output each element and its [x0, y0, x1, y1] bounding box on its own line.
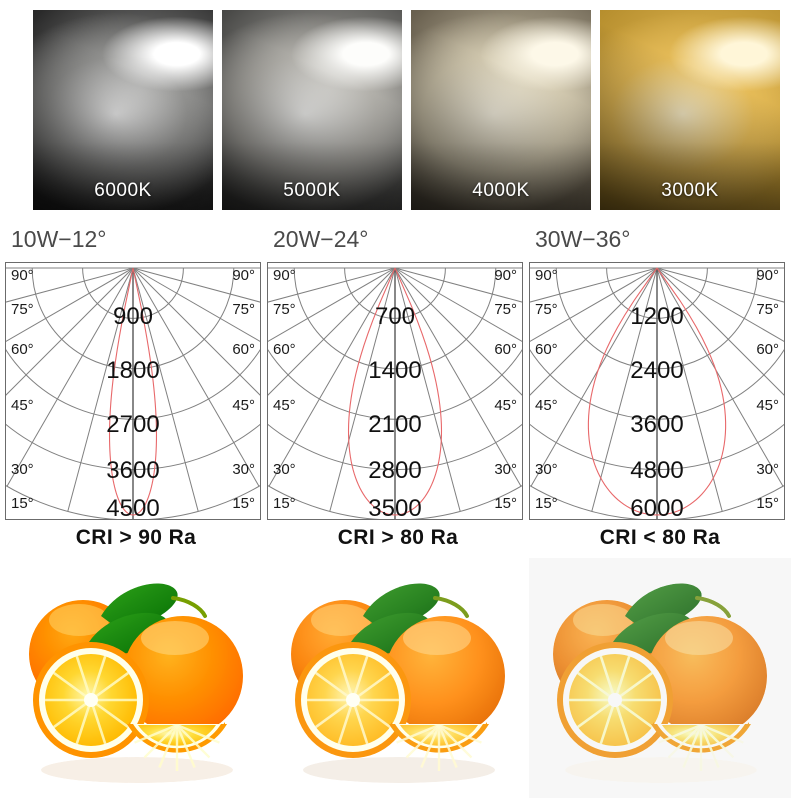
cri-label-90: CRI > 90 Ra [75, 526, 197, 549]
intensity-ring-label: 1400 [368, 357, 421, 384]
angle-tick-label-right: 15° [494, 495, 517, 512]
polar-grid-svg: 90° 90° 75° 75° 60° 60° 45° 45° 30° 30° 15° 15° 700 1… [267, 262, 523, 520]
angle-tick-label-left: 60° [11, 341, 34, 358]
angle-tick-label-right: 75° [232, 301, 255, 318]
angle-tick-label-left: 15° [273, 495, 296, 512]
cct-panel-3000k: 3000K [600, 10, 780, 210]
polar-chart-title: 20W−24° [273, 226, 369, 252]
cct-value-label: 4000K [472, 180, 530, 201]
orange-photo-low-cri [529, 558, 791, 798]
angle-tick-label-right: 60° [494, 341, 517, 358]
angle-tick-label-left: 90° [273, 267, 296, 284]
polar-chart-title: 30W−36° [535, 226, 631, 252]
orange-photo-mid-cri [267, 558, 529, 798]
intensity-ring-label: 3600 [106, 457, 159, 484]
polar-chart-title: 10W−12° [11, 226, 107, 252]
intensity-ring-label: 2100 [368, 411, 421, 438]
orange-half-cut [33, 642, 149, 758]
angle-tick-label-left: 45° [273, 397, 296, 414]
orange-illustration [267, 558, 529, 798]
intensity-ring-label: 700 [375, 303, 415, 330]
angle-tick-label-right: 90° [232, 267, 255, 284]
beam-falloff-shadow [33, 10, 213, 210]
beam-falloff-shadow [411, 10, 591, 210]
intensity-ring-label: 2800 [368, 457, 421, 484]
angle-tick-label-left: 30° [273, 461, 296, 478]
orange-photo-row [0, 558, 800, 800]
angle-tick-label-left: 60° [535, 341, 558, 358]
angle-tick-label-left: 45° [11, 397, 34, 414]
cct-value-label: 3000K [661, 180, 719, 201]
angle-tick-label-right: 75° [756, 301, 779, 318]
polar-chart-10w: 10W−12° 90° 90° 75° 75° 60° 60° 45° 45° 30° 30° 15°… [5, 226, 267, 522]
intensity-ring-label: 1800 [106, 357, 159, 384]
angle-tick-label-right: 45° [756, 397, 779, 414]
orange-wedge [389, 722, 489, 771]
polar-chart-20w: 20W−24° 90° 90° 75° 75° 60° 60° 45° 45° 30° 30° 15°… [267, 226, 529, 522]
cri-label-under-80: CRI < 80 Ra [599, 526, 721, 549]
intensity-ring-label: 4500 [106, 495, 159, 520]
orange-wedge [651, 722, 751, 771]
drop-shadow [565, 757, 757, 783]
angle-tick-label-right: 90° [494, 267, 517, 284]
angle-tick-label-left: 90° [535, 267, 558, 284]
cct-value-label: 6000K [94, 180, 152, 201]
cri-label-80: CRI > 80 Ra [337, 526, 459, 549]
angle-tick-label-left: 75° [11, 301, 34, 318]
color-temperature-row: 6000K 5000K 4000K 3000K [0, 0, 800, 218]
cct-panel-5000k: 5000K [222, 10, 402, 210]
polar-chart-30w: 30W−36° 90° 90° 75° 75° 60° 60° 45° 45° 30° 30° 15°… [529, 226, 791, 522]
angle-tick-label-right: 30° [232, 461, 255, 478]
angle-tick-label-right: 60° [232, 341, 255, 358]
orange-wedge [127, 722, 227, 771]
angle-tick-label-left: 75° [535, 301, 558, 318]
orange-photo-high-cri [5, 558, 267, 798]
angle-tick-label-left: 15° [11, 495, 34, 512]
intensity-ring-label: 6000 [630, 495, 683, 520]
orange-half-cut [295, 642, 411, 758]
intensity-ring-label: 3500 [368, 495, 421, 520]
orange-illustration [5, 558, 267, 798]
angle-tick-label-right: 30° [756, 461, 779, 478]
angle-tick-label-right: 45° [494, 397, 517, 414]
angle-tick-label-left: 15° [535, 495, 558, 512]
angle-tick-label-left: 30° [11, 461, 34, 478]
intensity-ring-label: 2700 [106, 411, 159, 438]
angle-tick-label-left: 75° [273, 301, 296, 318]
angle-tick-label-right: 45° [232, 397, 255, 414]
beam-falloff-shadow [600, 10, 780, 210]
cri-caption-row: CRI > 90 Ra CRI > 80 Ra CRI < 80 Ra [0, 526, 800, 558]
angle-tick-label-right: 15° [232, 495, 255, 512]
drop-shadow [41, 757, 233, 783]
intensity-ring-label: 2400 [630, 357, 683, 384]
angle-tick-label-right: 60° [756, 341, 779, 358]
cct-panel-6000k: 6000K [33, 10, 213, 210]
angle-tick-label-left: 45° [535, 397, 558, 414]
intensity-ring-label: 4800 [630, 457, 683, 484]
polar-grid-svg: 90° 90° 75° 75° 60° 60° 45° 45° 30° 30° 15° 15° 900 1… [5, 262, 261, 520]
intensity-ring-label: 1200 [630, 303, 683, 330]
intensity-ring-label: 900 [113, 303, 153, 330]
cct-panel-4000k: 4000K [411, 10, 591, 210]
angle-tick-label-right: 15° [756, 495, 779, 512]
drop-shadow [303, 757, 495, 783]
orange-half-cut [557, 642, 673, 758]
angle-tick-label-left: 30° [535, 461, 558, 478]
angle-tick-label-left: 60° [273, 341, 296, 358]
polar-diagram-row: 10W−12° 90° 90° 75° 75° 60° 60° 45° 45° 30° 30° 15°… [0, 226, 800, 524]
cct-value-label: 5000K [283, 180, 341, 201]
angle-tick-label-right: 30° [494, 461, 517, 478]
polar-grid-svg: 90° 90° 75° 75° 60° 60° 45° 45° 30° 30° 15° 15° 1200… [529, 262, 785, 520]
orange-illustration [529, 558, 791, 798]
angle-tick-label-left: 90° [11, 267, 34, 284]
intensity-ring-label: 3600 [630, 411, 683, 438]
angle-tick-label-right: 90° [756, 267, 779, 284]
beam-falloff-shadow [222, 10, 402, 210]
angle-tick-label-right: 75° [494, 301, 517, 318]
